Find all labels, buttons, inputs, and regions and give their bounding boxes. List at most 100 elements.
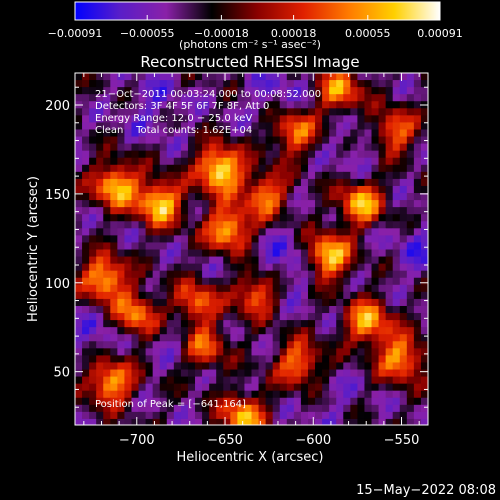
heatmap-pixel [293, 193, 302, 201]
heatmap-pixel [145, 94, 154, 102]
heatmap-pixel [180, 404, 189, 413]
heatmap-pixel [371, 115, 379, 123]
heatmap-pixel [124, 87, 132, 95]
heatmap-pixel [145, 136, 154, 144]
heatmap-pixel [307, 101, 316, 109]
heatmap-pixel [209, 157, 217, 166]
heatmap-pixel [96, 221, 104, 229]
heatmap-pixel [195, 136, 203, 144]
heatmap-pixel [272, 178, 281, 187]
heatmap-pixel [329, 298, 337, 307]
heatmap-pixel [336, 200, 344, 208]
heatmap-pixel [103, 122, 111, 130]
heatmap-pixel [244, 122, 252, 130]
heatmap-pixel [166, 94, 175, 102]
heatmap-pixel [385, 270, 394, 279]
heatmap-pixel [187, 193, 196, 201]
heatmap-pixel [138, 143, 146, 152]
heatmap-pixel [230, 348, 238, 356]
heatmap-pixel [82, 178, 90, 187]
heatmap-pixel [286, 355, 295, 363]
heatmap-pixel [272, 221, 281, 229]
heatmap-pixel [202, 376, 210, 385]
heatmap-pixel [124, 383, 132, 392]
heatmap-pixel [216, 171, 224, 180]
heatmap-pixel [230, 178, 238, 187]
heatmap-pixel [159, 256, 168, 265]
heatmap-pixel [279, 277, 288, 286]
heatmap-pixel [392, 298, 401, 307]
heatmap-pixel [131, 348, 139, 356]
heatmap-pixel [279, 362, 288, 370]
heatmap-pixel [406, 157, 415, 166]
heatmap-pixel [187, 207, 196, 215]
heatmap-pixel [364, 207, 372, 215]
heatmap-pixel [166, 108, 175, 116]
heatmap-pixel [180, 214, 189, 222]
heatmap-pixel [343, 305, 351, 314]
heatmap-pixel [96, 369, 104, 377]
heatmap-pixel [131, 327, 139, 335]
heatmap-pixel [272, 270, 281, 279]
heatmap-pixel [159, 171, 168, 180]
heatmap-pixel [272, 291, 281, 300]
heatmap-pixel [124, 193, 132, 201]
heatmap-pixel [75, 242, 83, 250]
heatmap-pixel [237, 164, 245, 173]
heatmap-pixel [173, 242, 182, 250]
heatmap-pixel [385, 284, 394, 293]
heatmap-pixel [272, 320, 281, 328]
heatmap-pixel [413, 249, 422, 257]
heatmap-pixel [420, 355, 428, 363]
heatmap-pixel [230, 94, 238, 102]
heatmap-pixel [117, 80, 125, 88]
heatmap-pixel [187, 355, 196, 363]
heatmap-pixel [251, 355, 259, 363]
peak-position-label: Position of Peak = [−641,164] [95, 399, 246, 410]
heatmap-pixel [159, 362, 168, 370]
heatmap-pixel [152, 200, 161, 208]
heatmap-pixel [371, 362, 379, 370]
heatmap-pixel [209, 404, 217, 413]
heatmap-pixel [230, 136, 238, 144]
heatmap-pixel [279, 143, 288, 152]
heatmap-pixel [166, 221, 175, 229]
heatmap-pixel [413, 313, 422, 321]
colorbar-frame [74, 1, 441, 21]
heatmap-pixel [378, 221, 387, 229]
heatmap-pixel [350, 122, 358, 130]
heatmap-pixel [272, 348, 281, 356]
heatmap-pixel [293, 136, 302, 144]
heatmap-pixel [322, 327, 330, 335]
heatmap-pixel [399, 150, 408, 159]
heatmap-pixel [152, 143, 161, 152]
heatmap-pixel [272, 362, 281, 370]
heatmap-pixel [96, 291, 104, 300]
heatmap-pixel [286, 341, 295, 349]
heatmap-pixel [209, 221, 217, 229]
heatmap-pixel [399, 242, 408, 250]
heatmap-pixel [152, 129, 161, 137]
heatmap-pixel [315, 411, 323, 420]
heatmap-pixel [307, 418, 316, 425]
heatmap-pixel [152, 418, 161, 425]
heatmap-pixel [216, 313, 224, 321]
heatmap-pixel [152, 87, 161, 95]
heatmap-pixel [145, 193, 154, 201]
heatmap-pixel [230, 327, 238, 335]
heatmap-pixel [138, 291, 146, 300]
heatmap-pixel [322, 390, 330, 399]
heatmap-pixel [145, 80, 154, 88]
heatmap-pixel [413, 348, 422, 356]
heatmap-pixel [75, 397, 83, 406]
heatmap-pixel [315, 214, 323, 222]
heatmap-pixel [131, 404, 139, 413]
heatmap-pixel [286, 418, 295, 425]
heatmap-pixel [159, 327, 168, 335]
heatmap-pixel [350, 341, 358, 349]
heatmap-pixel [406, 129, 415, 137]
heatmap-pixel [392, 193, 401, 201]
heatmap-pixel [251, 157, 259, 166]
heatmap-pixel [223, 207, 231, 215]
heatmap-pixel [237, 348, 245, 356]
